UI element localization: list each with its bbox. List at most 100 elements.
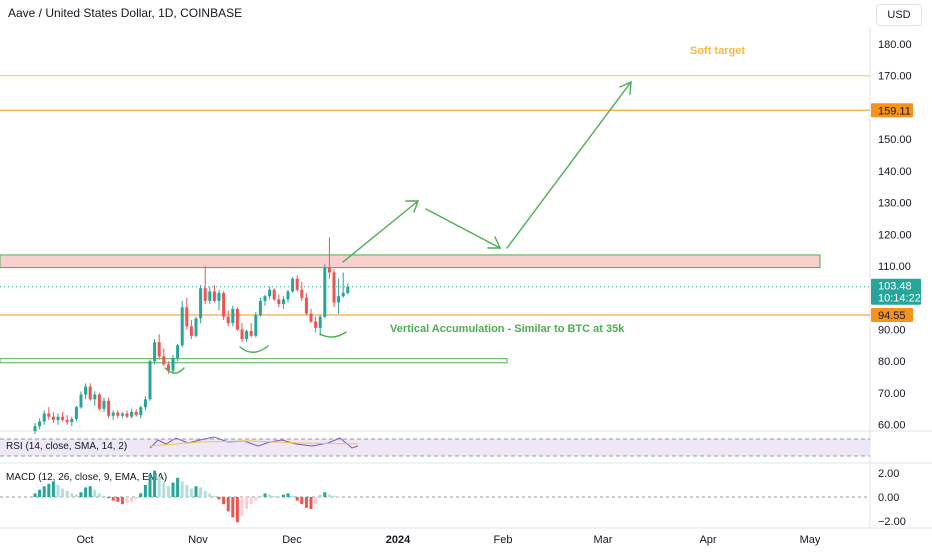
candle-body xyxy=(291,278,295,292)
candle-body xyxy=(212,291,216,301)
macd-histogram-bar xyxy=(212,495,216,497)
rsi-band xyxy=(0,439,870,456)
time-axis-label: Mar xyxy=(594,534,613,546)
candle-body xyxy=(268,289,272,297)
macd-histogram-bar xyxy=(272,495,276,497)
price-tick-label: 170.00 xyxy=(878,71,912,83)
macd-histogram-bar xyxy=(70,493,74,497)
macd-histogram-bar xyxy=(157,476,161,497)
candle-body xyxy=(88,386,92,400)
candle-body xyxy=(235,308,239,330)
arrow-head[interactable] xyxy=(405,200,419,213)
candle-body xyxy=(323,267,327,317)
macd-histogram-bar xyxy=(258,495,262,497)
macd-histogram-bar xyxy=(327,494,331,497)
candle-body xyxy=(337,296,341,303)
price-tick-label: 180.00 xyxy=(878,39,912,51)
projection-arrow-up[interactable] xyxy=(342,200,419,263)
price-tick-label: 70.00 xyxy=(878,388,906,400)
candle-body xyxy=(203,288,207,301)
macd-histogram-bar xyxy=(162,482,166,497)
arrow-head[interactable] xyxy=(619,80,632,95)
currency-button[interactable]: USD xyxy=(876,4,922,26)
candle-body xyxy=(217,293,221,301)
macd-histogram-bar xyxy=(208,493,212,497)
projection-arrow-target[interactable] xyxy=(506,81,632,249)
support-resistance-zone[interactable] xyxy=(0,358,508,364)
accumulation-cup-mark[interactable] xyxy=(319,331,347,338)
rsi-line xyxy=(149,436,359,449)
bar-countdown-label: 10:14:22 xyxy=(878,293,921,305)
macd-histogram-bar xyxy=(176,477,180,497)
candle-body xyxy=(107,400,111,416)
candle-body xyxy=(277,299,281,305)
macd-histogram-bar xyxy=(337,496,341,498)
price-tick-label: 150.00 xyxy=(878,134,912,146)
candle-body xyxy=(120,413,124,416)
candle-body xyxy=(42,413,46,422)
support-resistance-zone[interactable] xyxy=(0,254,821,269)
candle-body xyxy=(116,412,120,416)
candle-body xyxy=(300,289,304,298)
price-tick-label: 110.00 xyxy=(878,261,911,273)
price-level-badge-label: 94.55 xyxy=(878,310,906,322)
macd-histogram-bar xyxy=(107,497,111,499)
candle-body xyxy=(33,426,37,431)
price-tick-label: 90.00 xyxy=(878,324,906,336)
candle-body xyxy=(222,293,226,317)
time-axis-label: Oct xyxy=(76,534,93,546)
soft-target-label: Soft target xyxy=(690,45,745,57)
price-level-badge xyxy=(871,308,913,323)
candle-body xyxy=(199,288,203,319)
macd-histogram-bar xyxy=(231,497,235,518)
macd-histogram-bar xyxy=(88,486,92,497)
macd-histogram-bar xyxy=(226,497,230,512)
macd-histogram-bar xyxy=(97,493,101,497)
macd-histogram-bar xyxy=(245,497,249,509)
macd-histogram-bar xyxy=(217,497,221,500)
macd-histogram-bar xyxy=(295,497,299,501)
candle-body xyxy=(84,386,88,395)
candle-body xyxy=(56,416,60,420)
macd-histogram-bar xyxy=(286,493,290,497)
candle-body xyxy=(272,289,276,300)
candle-body xyxy=(93,394,97,400)
candle-body xyxy=(157,342,161,357)
macd-histogram-bar xyxy=(148,474,152,497)
candle-body xyxy=(208,291,212,301)
candle-body xyxy=(111,412,115,416)
macd-histogram-bar xyxy=(42,486,46,497)
price-level-badge-label: 159.11 xyxy=(878,105,911,117)
projection-arrow-pullback[interactable] xyxy=(425,208,501,249)
candle-body xyxy=(249,331,253,336)
time-axis-label: May xyxy=(800,534,821,546)
macd-histogram-bar xyxy=(249,497,253,505)
macd-histogram-bar xyxy=(120,497,124,505)
macd-tick-label: −2.00 xyxy=(878,516,906,528)
accumulation-cup-mark[interactable] xyxy=(164,367,185,374)
macd-histogram-bar xyxy=(254,497,258,501)
macd-histogram-bar xyxy=(139,493,143,497)
candle-body xyxy=(180,307,184,346)
candle-body xyxy=(245,331,249,339)
candle-body xyxy=(176,345,180,359)
macd-histogram-bar xyxy=(263,493,267,497)
price-level-badge xyxy=(871,103,913,118)
candle-body xyxy=(318,316,322,328)
macd-histogram-bar xyxy=(171,482,175,497)
macd-histogram-bar xyxy=(116,497,120,502)
macd-histogram-bar xyxy=(277,497,281,498)
accumulation-cup-mark[interactable] xyxy=(239,345,269,353)
candle-body xyxy=(304,297,308,314)
arrow-head[interactable] xyxy=(487,236,502,249)
macd-histogram-bar xyxy=(300,497,304,505)
candle-body xyxy=(139,407,143,416)
candle-body xyxy=(51,416,55,420)
symbol-title[interactable]: Aave / United States Dollar, 1D, COINBAS… xyxy=(8,6,243,20)
candle-body xyxy=(65,419,69,423)
candle-body xyxy=(97,394,101,409)
time-axis-label: 2024 xyxy=(386,534,411,546)
time-axis-label: Nov xyxy=(188,534,208,546)
